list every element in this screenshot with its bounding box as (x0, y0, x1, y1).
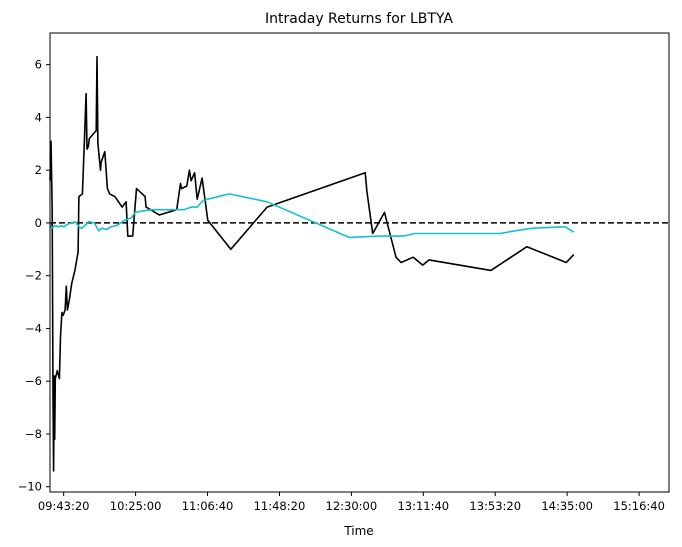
y-tick-label: 2 (35, 163, 42, 177)
series-line-1 (49, 55, 575, 472)
chart-title: Intraday Returns for LBTYA (265, 11, 453, 27)
x-tick-label: 13:53:20 (469, 499, 521, 513)
x-tick-label: 11:06:40 (182, 499, 234, 513)
x-tick-label: 14:35:00 (541, 499, 593, 513)
y-tick-label: −10 (18, 480, 42, 494)
x-tick-label: 15:16:40 (613, 499, 665, 513)
y-tick-label: 0 (35, 216, 42, 230)
x-tick-label: 12:30:00 (326, 499, 378, 513)
y-tick-label: −6 (25, 374, 42, 388)
x-tick-label: 10:25:00 (110, 499, 162, 513)
series-line-2 (49, 193, 575, 239)
y-axis: −10 −8 −6 −4 −2 0 2 4 6 (18, 58, 50, 494)
x-axis-label: Time (343, 524, 373, 538)
x-tick-label: 11:48:20 (254, 499, 306, 513)
y-tick-label: −2 (25, 269, 42, 283)
y-tick-label: −4 (25, 321, 42, 335)
y-tick-label: 6 (35, 58, 42, 72)
plot-frame (49, 32, 670, 493)
x-axis: 09:43:20 10:25:00 11:06:40 11:48:20 12:30:00… (38, 492, 665, 513)
y-tick-label: 4 (35, 110, 42, 124)
x-tick-label: 13:11:40 (397, 499, 449, 513)
plot-area (49, 55, 669, 472)
x-tick-label: 09:43:20 (38, 499, 90, 513)
y-tick-label: −8 (25, 427, 42, 441)
